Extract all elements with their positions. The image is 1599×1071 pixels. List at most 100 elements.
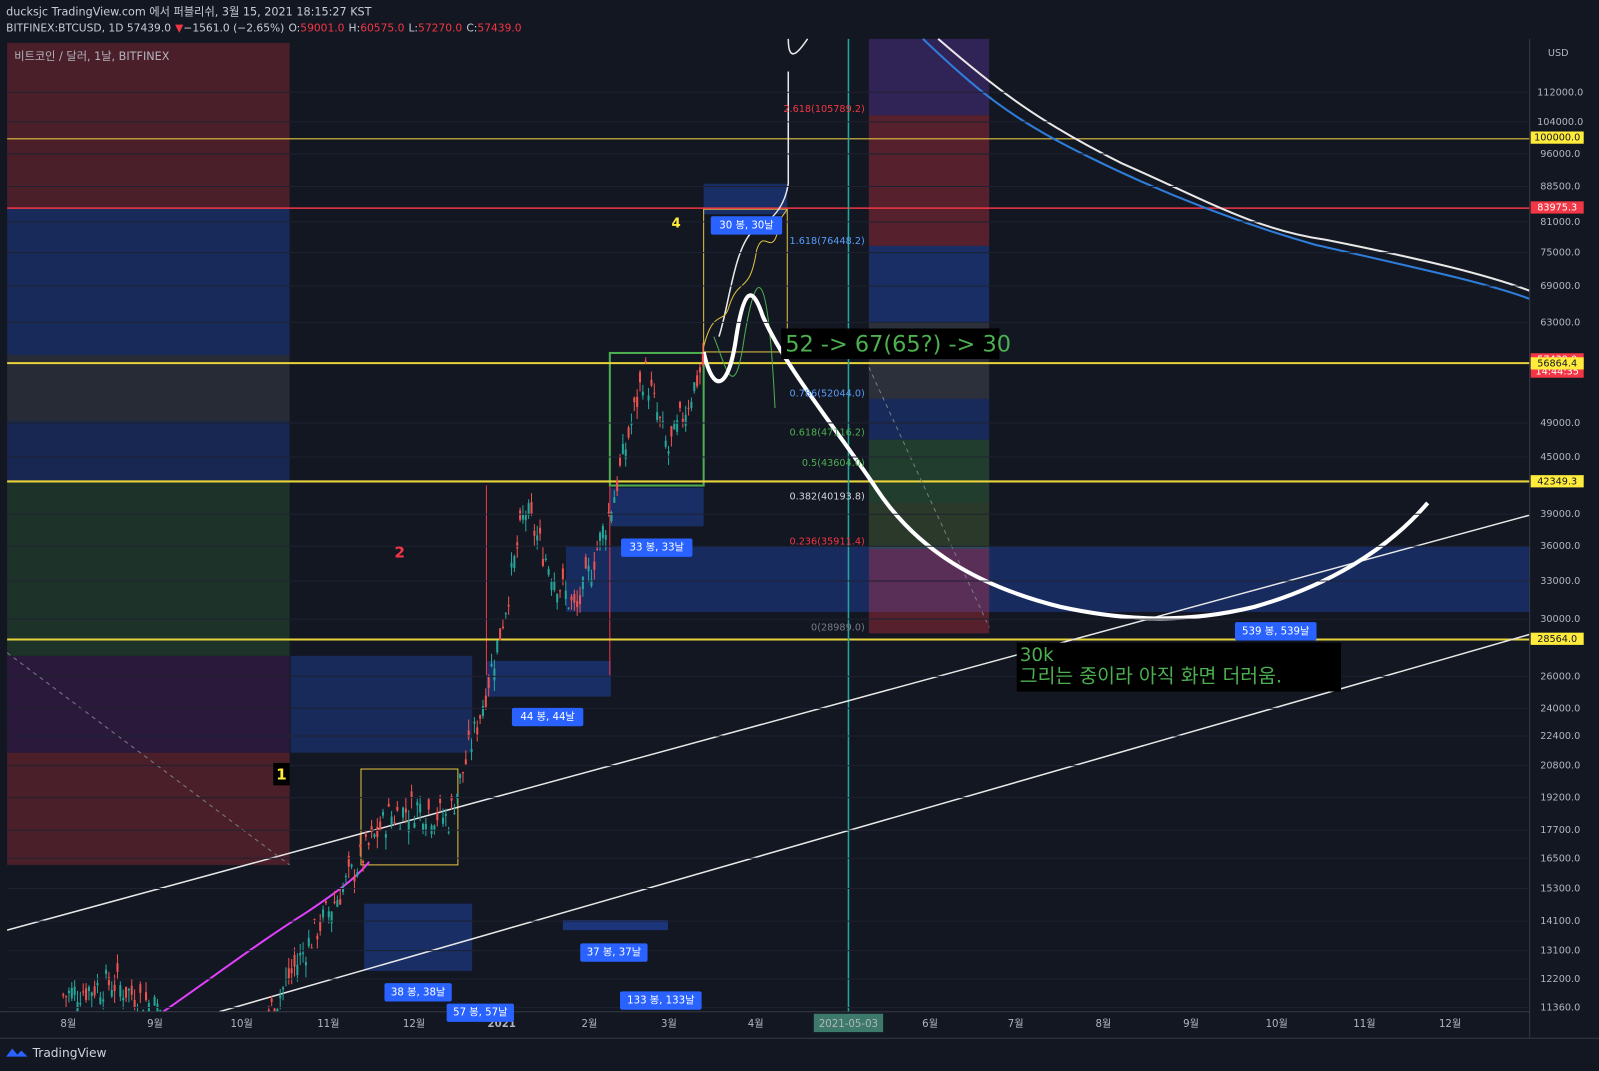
candle-body <box>499 628 502 641</box>
candle-body <box>604 535 607 540</box>
range-badge-label: 44 봉, 44날 <box>520 711 575 723</box>
footer-logo[interactable]: TradingView <box>32 1046 107 1060</box>
candle-body <box>638 372 642 383</box>
candle-body <box>159 1009 162 1012</box>
candle-body <box>496 640 499 653</box>
candle-body <box>698 367 701 373</box>
candle-body <box>510 562 513 568</box>
price-tick-label: 69000.0 <box>1540 281 1580 292</box>
target: 30k <box>1020 645 1054 666</box>
candle-body <box>421 824 425 831</box>
fib-label: 2.618(105789.2) <box>783 104 864 115</box>
candle-body <box>147 1003 150 1014</box>
candle-body <box>630 423 633 426</box>
candle-body <box>450 796 453 801</box>
candle-body <box>467 730 470 738</box>
wave-label: 4 <box>671 216 680 231</box>
candle-body <box>419 803 422 813</box>
price-tick-label: 15300.0 <box>1540 883 1580 894</box>
price-tick-label: 81000.0 <box>1540 217 1580 228</box>
price-tick-label: 104000.0 <box>1537 117 1583 128</box>
candle-body <box>99 997 102 1004</box>
drawings <box>0 38 1599 1057</box>
candle-body <box>519 510 522 520</box>
candle-body <box>441 817 445 824</box>
candle-body <box>553 580 556 591</box>
candle-body <box>444 814 447 816</box>
candle-body <box>330 911 333 924</box>
price-marker <box>1530 357 1584 370</box>
quote-part: 60575.0 <box>360 22 404 35</box>
candle-body <box>127 988 130 991</box>
candle-body <box>599 532 602 541</box>
candle-body <box>282 987 285 990</box>
candle-body <box>270 998 273 1002</box>
range-badge-label: 37 봉, 37날 <box>587 947 642 959</box>
candle-body <box>387 803 390 807</box>
price-marker <box>1530 201 1584 214</box>
candle-body <box>439 799 442 804</box>
price-marker <box>1530 475 1584 488</box>
candle-body <box>678 401 682 409</box>
candle-body <box>353 876 356 882</box>
candle-body <box>701 353 704 366</box>
candle-body <box>576 601 579 608</box>
range-badge <box>621 538 693 557</box>
candle-body <box>382 811 385 816</box>
price-tick-label: 14100.0 <box>1540 916 1580 927</box>
candle-body <box>102 999 105 1002</box>
candle-body <box>533 530 536 536</box>
price-tick-label: 17700.0 <box>1540 825 1580 836</box>
price-marker-label: 28564.0 <box>1537 634 1577 645</box>
candle-body <box>501 626 504 629</box>
range-badge-label: 133 봉, 133날 <box>627 995 695 1007</box>
quote-part: 59001.0 <box>300 22 344 35</box>
candle-body <box>302 952 305 954</box>
price-tick-label: 20800.0 <box>1540 761 1580 772</box>
candle-body <box>96 982 99 986</box>
time-label: 9월 <box>147 1018 163 1030</box>
candle-body <box>490 663 493 667</box>
candle-body <box>79 1003 82 1005</box>
candle-body <box>658 417 662 419</box>
forecast: 52 -> 67(65?) -> 30 <box>785 331 1011 357</box>
candle-body <box>624 449 627 459</box>
candle-body <box>85 988 88 1000</box>
candle-body <box>550 581 553 590</box>
candle-body <box>670 426 673 437</box>
candle-body <box>356 872 359 876</box>
candle-body <box>396 806 399 811</box>
candle-body <box>667 451 670 454</box>
candle-body <box>664 440 667 447</box>
candle-body <box>313 918 316 921</box>
range-badge <box>511 707 584 727</box>
candle-body <box>650 379 653 386</box>
time-label: 9월 <box>1183 1018 1199 1030</box>
candle-body <box>653 392 656 394</box>
candle-body <box>453 812 456 814</box>
candle-body <box>319 921 322 931</box>
candle-body <box>344 875 347 877</box>
fib-label: 0.236(35911.4) <box>790 537 865 548</box>
quote-part: L: <box>408 22 418 35</box>
candle-body <box>316 935 319 940</box>
candle-body <box>647 395 650 401</box>
time-label: 12월 <box>1439 1018 1461 1030</box>
candle-body <box>145 992 148 1001</box>
candle-body <box>139 984 142 993</box>
candle-body <box>416 802 419 806</box>
candle-body <box>62 994 65 996</box>
quote-part: H: <box>349 22 361 35</box>
candle-body <box>464 759 467 765</box>
candle-body <box>379 821 382 831</box>
range-badge-label: 38 봉, 38날 <box>391 986 446 998</box>
wave-label: 2 <box>394 543 405 561</box>
candle-body <box>556 594 559 603</box>
candle-body <box>401 807 405 818</box>
time-label: 8월 <box>60 1018 76 1030</box>
range-badge <box>620 991 702 1010</box>
candle-body <box>407 820 410 833</box>
candle-body <box>110 990 113 997</box>
candle-body <box>513 556 516 569</box>
